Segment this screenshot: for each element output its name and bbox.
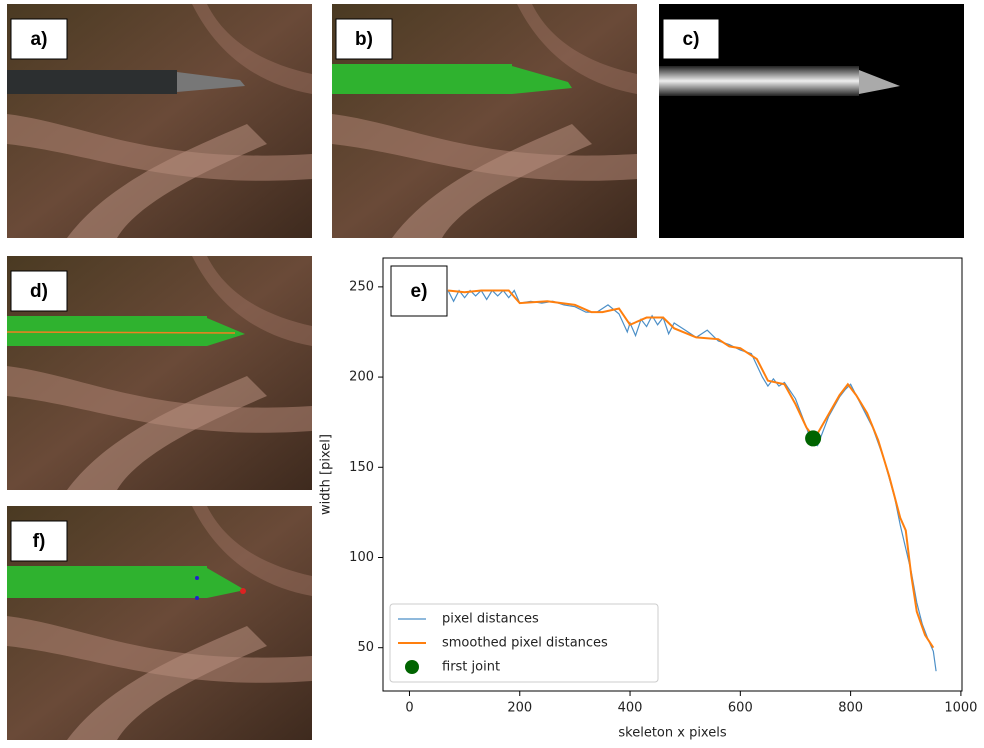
legend-label: first joint	[442, 660, 500, 675]
y-tick-label: 150	[349, 460, 374, 475]
panel-b: b)	[332, 4, 637, 238]
x-tick-label: 800	[838, 701, 863, 716]
panel-label: f)	[33, 531, 46, 552]
legend-swatch	[405, 660, 419, 674]
panel-label: c)	[683, 29, 700, 50]
x-tick-label: 400	[618, 701, 643, 716]
y-tick-label: 50	[357, 640, 374, 655]
y-tick-label: 200	[349, 370, 374, 385]
annotation-box	[390, 265, 448, 317]
data-line	[447, 289, 935, 649]
annotation: e)	[411, 281, 428, 302]
x-tick-label: 1000	[944, 701, 977, 716]
legend-label: pixel distances	[442, 612, 539, 627]
panel-f: f)	[7, 506, 312, 740]
y-axis-label: width [pixel]	[319, 434, 334, 515]
panel-label: b)	[355, 29, 373, 50]
panel-d: d)	[6, 256, 312, 490]
y-tick-label: 100	[349, 550, 374, 565]
legend-label: smoothed pixel distances	[442, 636, 608, 651]
panel-label: a)	[31, 29, 48, 50]
panel-label: d)	[30, 281, 48, 302]
panel-a: a)	[7, 4, 312, 238]
joint-marker	[805, 430, 822, 447]
y-tick-label: 250	[349, 279, 374, 294]
x-tick-label: 600	[728, 701, 753, 716]
x-tick-label: 0	[405, 701, 413, 716]
chart: 0 200 400 600 800 1000 50 100 150 200 250 skeleton …	[319, 257, 977, 741]
x-tick-label: 200	[507, 701, 532, 716]
panel-c: c)	[659, 4, 964, 238]
legend-box	[389, 603, 659, 683]
x-axis-label: skeleton x pixels	[618, 726, 726, 741]
